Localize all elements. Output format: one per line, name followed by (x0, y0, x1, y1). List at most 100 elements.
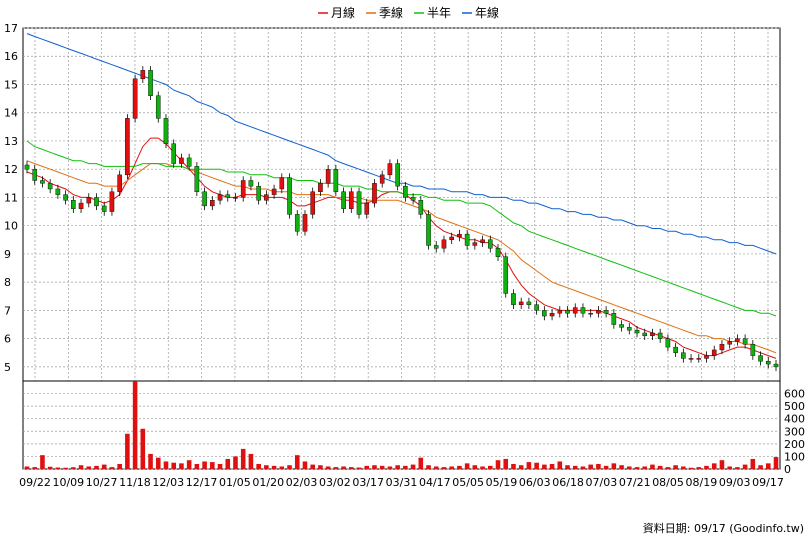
candle (518, 297, 524, 309)
candle (565, 306, 570, 318)
x-tick-label: 10/27 (86, 476, 118, 489)
volume-bar (611, 463, 617, 469)
candle (379, 170, 385, 188)
volume-bar (171, 462, 177, 469)
candle (403, 181, 408, 202)
candle (619, 320, 624, 332)
volume-bar (403, 465, 408, 469)
candle (387, 159, 393, 180)
volume-bar (47, 466, 53, 469)
volume-bar (626, 466, 632, 469)
candle (511, 289, 516, 309)
volume-bar (642, 466, 648, 469)
candle (171, 139, 177, 168)
candle (225, 190, 231, 202)
candle (557, 306, 563, 318)
volume-tick-label: 600 (784, 388, 805, 401)
candle (32, 164, 38, 185)
candle (287, 173, 292, 219)
candle (542, 306, 547, 321)
volume-bar (472, 465, 478, 469)
x-axis: 09/22 10/09 10/27 11/18 12/03 12/17 01/05 01/20… (19, 476, 784, 489)
volume-bars (24, 381, 779, 469)
volume-bar (580, 466, 586, 469)
volume-bar (55, 467, 61, 469)
candle (279, 173, 285, 194)
candle (140, 66, 146, 84)
volume-bar (542, 464, 547, 469)
volume-bar (441, 467, 447, 469)
volume-bar (410, 464, 416, 469)
candle (24, 160, 30, 174)
candle (773, 359, 779, 372)
candlesticks (24, 66, 779, 372)
x-tick-label: 01/05 (219, 476, 251, 489)
candle (495, 244, 501, 261)
volume-bar (349, 467, 354, 469)
volume-bar (449, 466, 454, 469)
candle (611, 308, 617, 329)
candle (325, 164, 331, 188)
candle (650, 328, 655, 341)
legend-label-2: 半年 (427, 6, 451, 20)
candle (117, 170, 122, 197)
candle (765, 356, 771, 369)
volume-bar (387, 466, 393, 469)
candle (642, 328, 648, 341)
volume-bar (657, 465, 663, 469)
candle (464, 229, 470, 250)
legend: 月線 季線 半年 年線 (318, 5, 499, 20)
volume-bar (480, 466, 485, 469)
volume-bar (526, 462, 532, 469)
volume-bar (86, 466, 92, 469)
x-tick-label: 02/03 (286, 476, 318, 489)
volume-tick-label: 300 (784, 425, 805, 438)
candle (626, 323, 632, 335)
volume-bar (596, 463, 601, 469)
x-tick-label: 01/20 (252, 476, 284, 489)
volume-bar (333, 467, 339, 469)
candle (155, 91, 161, 123)
volume-bar (233, 456, 238, 469)
volume-bar (279, 466, 285, 469)
candle (526, 297, 532, 309)
candle (681, 348, 686, 363)
candle (341, 187, 346, 213)
candle (40, 176, 45, 188)
candle (217, 190, 223, 205)
candle (63, 190, 68, 205)
volume-bar (758, 465, 763, 469)
candle (758, 351, 763, 366)
candle (696, 354, 702, 363)
candle (549, 308, 555, 321)
volume-bar (202, 461, 207, 469)
volume-bar (426, 465, 431, 469)
candle (271, 184, 277, 199)
candle (364, 198, 370, 219)
volume-bar (179, 463, 184, 469)
volume-bar (210, 462, 215, 469)
volume-bar (681, 466, 686, 469)
x-tick-label: 06/03 (519, 476, 551, 489)
candle (163, 114, 169, 149)
volume-bar (719, 460, 725, 469)
price-grid (23, 27, 780, 469)
candle (742, 334, 748, 349)
volume-bar (117, 463, 122, 469)
volume-bar (310, 464, 315, 469)
price-y-axis: 5 6 7 8 9 10 11 12 13 14 15 16 17 (4, 22, 18, 374)
candle (480, 235, 485, 247)
candle (372, 179, 377, 208)
candle (688, 354, 694, 363)
volume-bar (735, 467, 740, 469)
price-tick-label: 10 (4, 220, 18, 233)
candle (264, 190, 269, 205)
candle (194, 162, 200, 197)
volume-bar (256, 463, 261, 469)
volume-bar (78, 465, 84, 469)
volume-bar (534, 462, 539, 469)
candle (395, 159, 400, 191)
candle (86, 193, 92, 208)
volume-bar (132, 381, 138, 469)
